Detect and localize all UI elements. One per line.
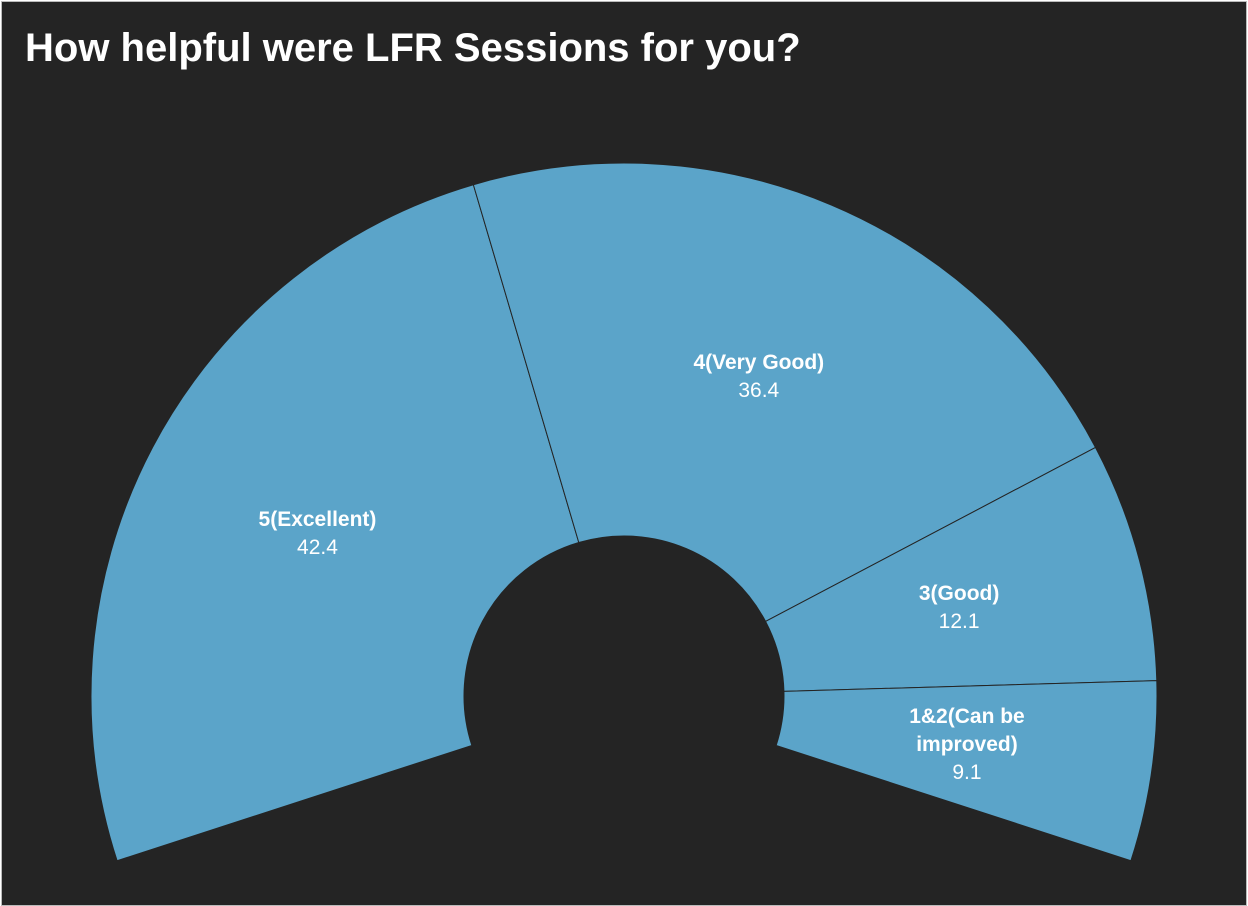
value-label: 42.4 (297, 536, 338, 560)
value-label: 36.4 (738, 378, 780, 402)
category-label: 3(Good) (918, 581, 1000, 605)
slice (472, 162, 1097, 623)
category-label: 4(Very Good) (693, 350, 825, 374)
slice (775, 680, 1158, 862)
category-label: 5(Excellent) (258, 508, 377, 532)
slice (764, 446, 1158, 692)
slice (90, 184, 580, 862)
slice-label: 4(Very Good) 36.4 (684, 349, 834, 405)
value-label: 9.1 (952, 761, 982, 785)
chart-title: How helpful were LFR Sessions for you? (25, 26, 801, 70)
category-label: 1&2(Can be improved) (909, 705, 1025, 757)
slice-label: 1&2(Can be improved) 9.1 (892, 703, 1042, 787)
slice-label: 3(Good) 12.1 (884, 580, 1034, 636)
slice-label: 5(Excellent) 42.4 (242, 506, 392, 562)
value-label: 12.1 (938, 609, 980, 633)
